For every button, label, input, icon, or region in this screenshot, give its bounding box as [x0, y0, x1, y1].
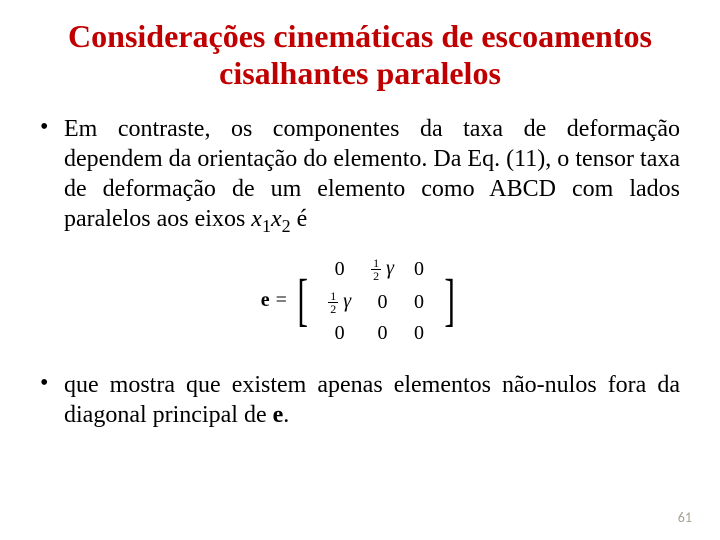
matrix-cell: 0: [361, 319, 404, 348]
matrix-cell: 0: [404, 286, 434, 319]
equation-equals: =: [276, 289, 287, 312]
para1-x1: x: [251, 206, 262, 232]
matrix-cell: 0: [361, 286, 404, 319]
left-bracket: [: [297, 277, 308, 323]
right-bracket: ]: [444, 277, 455, 323]
slide-title: Considerações cinemáticas de escoamentos…: [40, 18, 680, 92]
equation: e = [ 012 γ012 γ00000 ]: [261, 253, 460, 348]
matrix: 012 γ012 γ00000: [318, 253, 434, 348]
bullet-glyph: •: [40, 114, 64, 141]
matrix-cell: 0: [318, 319, 361, 348]
bullet-item-1: • Em contraste, os componentes da taxa d…: [40, 114, 680, 237]
page-number: 61: [678, 509, 692, 526]
paragraph-1: Em contraste, os componentes da taxa de …: [64, 114, 680, 237]
matrix-cell: 0: [318, 253, 361, 286]
para2-e: e: [273, 402, 284, 428]
matrix-cell: 0: [404, 319, 434, 348]
para1-sub2: 2: [282, 216, 291, 236]
equation-block: e = [ 012 γ012 γ00000 ]: [40, 253, 680, 348]
bullet-item-2: • que mostra que existem apenas elemento…: [40, 370, 680, 430]
paragraph-2: que mostra que existem apenas elementos …: [64, 370, 680, 430]
matrix-cell: 0: [404, 253, 434, 286]
para2-pre: que mostra que existem apenas elementos …: [64, 372, 680, 428]
matrix-cell: 12 γ: [361, 253, 404, 286]
para1-x2: x: [271, 206, 282, 232]
para1-pre: Em contraste, os componentes da taxa de …: [64, 116, 680, 232]
equation-lhs: e: [261, 289, 270, 312]
bullet-glyph: •: [40, 370, 64, 397]
para1-post: é: [291, 206, 308, 232]
para1-sub1: 1: [262, 216, 271, 236]
matrix-cell: 12 γ: [318, 286, 361, 319]
para2-post: .: [283, 402, 289, 428]
slide: Considerações cinemáticas de escoamentos…: [0, 0, 720, 430]
